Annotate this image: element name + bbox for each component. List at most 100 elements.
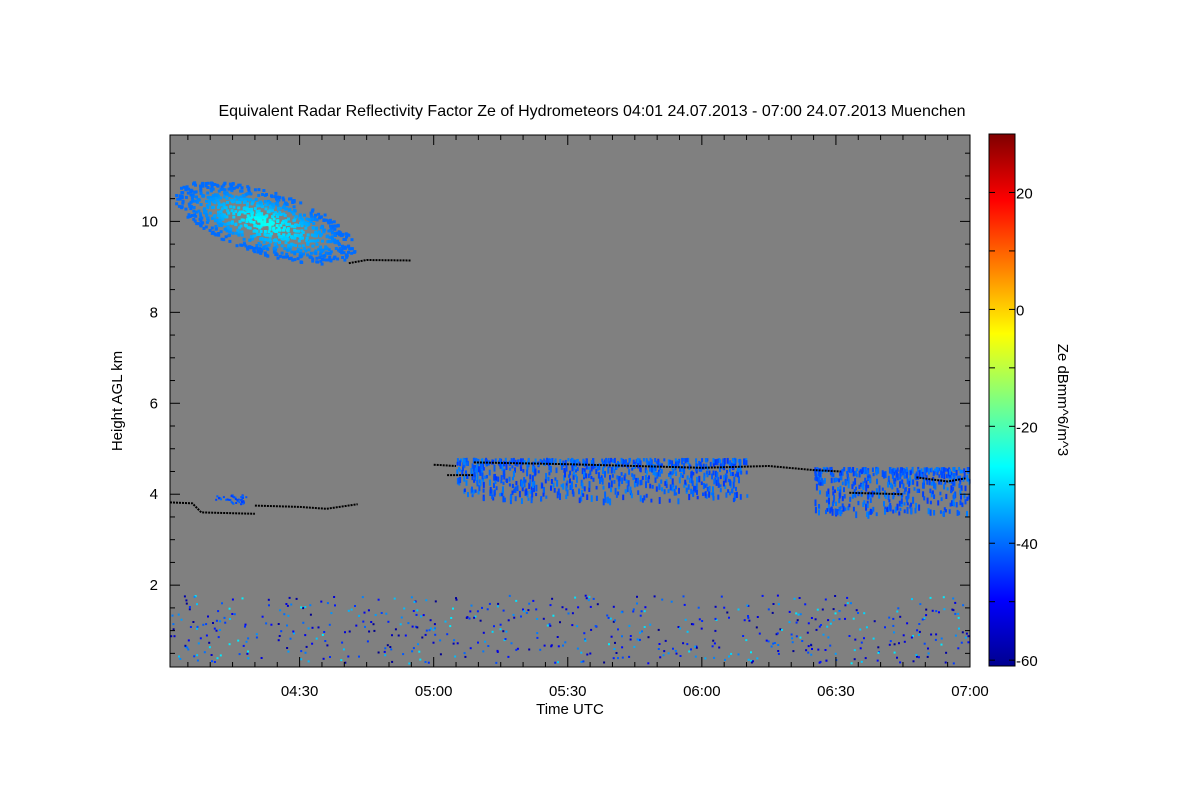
echo-cell: [533, 480, 536, 486]
echo-cell: [641, 630, 643, 633]
echo-cell: [531, 490, 534, 498]
echo-cell: [690, 488, 693, 495]
echo-cell: [898, 642, 900, 645]
echo-cell: [313, 215, 317, 219]
echo-cell: [282, 198, 286, 202]
echo-cell: [248, 226, 252, 230]
echo-cell: [663, 650, 666, 653]
echo-cell: [551, 461, 553, 465]
echo-cell: [493, 625, 495, 628]
echo-cell: [187, 202, 191, 206]
echo-cell: [877, 467, 880, 474]
echo-cell: [192, 182, 195, 186]
echo-cell: [899, 473, 902, 480]
echo-cell: [626, 485, 629, 493]
echo-cell: [899, 507, 902, 511]
echo-cell: [190, 214, 194, 217]
echo-cell: [267, 233, 270, 237]
echo-cell: [196, 625, 199, 628]
echo-cell: [678, 477, 681, 484]
echo-cell: [530, 486, 533, 492]
echo-cell: [930, 491, 933, 498]
echo-cell: [738, 468, 741, 473]
echo-cell: [960, 641, 963, 644]
echo-cell: [315, 218, 319, 222]
echo-cell: [532, 481, 535, 488]
echo-cell: [188, 215, 192, 218]
echo-cell: [232, 186, 236, 190]
echo-cell: [271, 215, 275, 219]
echo-cell: [321, 239, 324, 243]
echo-cell: [825, 499, 828, 503]
echo-cell: [245, 192, 249, 196]
echo-cell: [268, 234, 272, 238]
echo-cell: [943, 507, 946, 511]
echo-cell: [869, 510, 872, 515]
echo-cell: [571, 481, 573, 488]
echo-cell: [500, 475, 503, 480]
echo-cell: [283, 613, 286, 616]
echo-cell: [862, 502, 865, 507]
echo-cell: [609, 617, 612, 620]
echo-cell: [181, 201, 185, 205]
echo-cell: [852, 481, 855, 487]
echo-cell: [230, 500, 233, 503]
echo-cell: [952, 609, 955, 612]
echo-cell: [529, 474, 532, 480]
echo-cell: [841, 481, 844, 486]
echo-cell: [843, 487, 845, 493]
echo-cell: [277, 639, 280, 642]
echo-cell: [285, 223, 289, 226]
echo-cell: [863, 500, 866, 505]
echo-cell: [732, 497, 735, 503]
echo-cell: [732, 459, 735, 464]
echo-cell: [548, 471, 551, 476]
echo-cell: [613, 457, 616, 464]
echo-cell: [838, 610, 841, 613]
echo-cell: [776, 594, 779, 597]
echo-cell: [891, 469, 894, 476]
echo-cell: [399, 623, 402, 626]
echo-cell: [886, 506, 889, 513]
echo-cell: [305, 217, 309, 221]
echo-cell: [679, 467, 681, 472]
echo-cell: [929, 500, 932, 505]
echo-cell: [526, 469, 529, 477]
echo-cell: [282, 205, 285, 209]
echo-cell: [314, 230, 318, 234]
echo-cell: [185, 602, 188, 605]
echo-cell: [560, 484, 563, 488]
echo-cell: [711, 645, 714, 648]
echo-cell: [954, 612, 957, 615]
echo-cell: [298, 234, 302, 238]
echo-cell: [927, 652, 930, 655]
echo-cell: [825, 659, 828, 662]
echo-cell: [824, 598, 827, 601]
echo-cell: [456, 469, 459, 476]
echo-cell: [952, 662, 955, 665]
echo-cell: [715, 479, 718, 486]
echo-cell: [826, 625, 829, 628]
echo-cell: [531, 475, 534, 482]
echo-cell: [314, 239, 318, 243]
echo-cell: [412, 647, 415, 650]
echo-cell: [961, 469, 963, 474]
echo-cell: [929, 509, 932, 516]
echo-cell: [190, 199, 194, 203]
echo-cell: [717, 494, 720, 500]
echo-cell: [904, 487, 907, 492]
echo-cell: [845, 480, 848, 485]
echo-cell: [954, 634, 957, 637]
echo-cell: [274, 248, 278, 252]
echo-cell: [258, 200, 262, 204]
echo-cell: [866, 503, 869, 508]
echo-cell: [520, 458, 522, 465]
echo-cell: [846, 602, 849, 605]
echo-cell: [580, 489, 583, 495]
echo-cell: [231, 231, 235, 235]
echo-cell: [589, 605, 592, 608]
echo-cell: [884, 626, 886, 629]
echo-cell: [372, 623, 375, 626]
echo-cell: [580, 495, 583, 502]
echo-cell: [893, 651, 896, 654]
